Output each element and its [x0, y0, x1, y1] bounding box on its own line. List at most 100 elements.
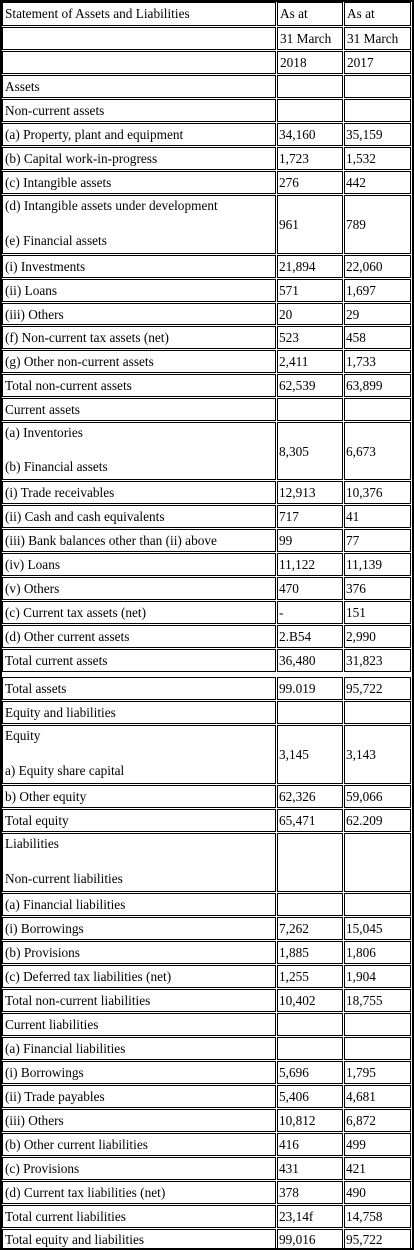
value-2017: 41	[346, 509, 360, 524]
header-2017-cell	[344, 27, 411, 50]
statement-title: Statement of Assets and Liabilities	[5, 6, 190, 21]
column-2018-header: As at	[280, 6, 308, 21]
value-2017: 2,990	[346, 629, 376, 644]
row-label: (d) Current tax liabilities (net)	[5, 1185, 166, 1200]
row-2017-cell	[344, 326, 411, 349]
header-label-cell	[2, 51, 276, 74]
row-label: (c) Current tax assets (net)	[5, 605, 147, 620]
header-2017-cell	[344, 51, 411, 74]
row-2017-cell	[344, 1109, 411, 1132]
value-2017: 31,823	[346, 653, 383, 668]
row-2018-cell	[277, 677, 343, 700]
row-2018-cell	[277, 255, 343, 278]
value-2018: 99.019	[279, 681, 316, 696]
row-label: Equity and liabilities	[5, 705, 116, 720]
table-border-right	[412, 0, 414, 1250]
row-2017-cell	[344, 577, 411, 600]
row-2018-cell	[277, 1037, 343, 1060]
value-2018: 7,262	[279, 921, 309, 936]
value-2017: 1,532	[346, 151, 376, 166]
row-label: (c) Provisions	[5, 1161, 80, 1176]
row-2017-cell	[344, 1085, 411, 1108]
value-2018: 416	[279, 1137, 299, 1152]
row-2018-cell	[277, 374, 343, 397]
value-2017: 35,159	[346, 127, 383, 142]
value-2017: 4,681	[346, 1089, 376, 1104]
value-2017: 1,904	[346, 969, 376, 984]
row-label-cell	[2, 1109, 276, 1132]
row-label: (b) Other current liabilities	[5, 1137, 148, 1152]
row-2017-cell	[344, 505, 411, 528]
row-label: (b) Provisions	[5, 945, 80, 960]
row-label: (d) Intangible assets under development	[5, 198, 218, 213]
row-2018-cell	[277, 1133, 343, 1156]
row-label-cell	[2, 1157, 276, 1180]
row-label-cell	[2, 171, 276, 194]
value-2018: 62,539	[279, 378, 316, 393]
row-2018-cell	[277, 701, 343, 724]
value-2018: -	[279, 605, 284, 620]
row-2018-cell	[277, 505, 343, 528]
row-label: (iii) Bank balances other than (ii) abov…	[5, 533, 217, 548]
row-2017-cell	[344, 965, 411, 988]
value-2018: 378	[279, 1185, 299, 1200]
value-2018: 276	[279, 175, 299, 190]
row-2018-cell	[277, 941, 343, 964]
row-2017-cell	[344, 1181, 411, 1204]
row-label: (a) Property, plant and equipment	[5, 127, 184, 142]
row-2018-cell	[277, 1013, 343, 1036]
value-2017: 6,673	[346, 444, 376, 459]
row-2018-cell	[277, 577, 343, 600]
row-2018-cell	[277, 917, 343, 940]
column-2017-header: 31 March	[347, 31, 399, 46]
row-2017-cell	[344, 1037, 411, 1060]
row-2017-cell	[344, 725, 411, 784]
value-2018: 571	[279, 283, 299, 298]
row-2017-cell	[344, 1013, 411, 1036]
row-label: (c) Intangible assets	[5, 175, 112, 190]
value-2018: 717	[279, 509, 299, 524]
row-label-cell	[2, 701, 276, 724]
row-2017-cell	[344, 1157, 411, 1180]
row-2017-cell	[344, 809, 411, 832]
row-2018-cell	[277, 965, 343, 988]
row-2017-cell	[344, 893, 411, 916]
row-2018-cell	[277, 989, 343, 1012]
row-2018-cell	[277, 123, 343, 146]
row-label: Total non-current liabilities	[5, 993, 151, 1008]
row-label: (a) Inventories	[5, 425, 83, 440]
value-2018: 62,326	[279, 789, 316, 804]
value-2018: 65,471	[279, 813, 316, 828]
value-2018: 961	[279, 217, 299, 232]
row-label-cell	[2, 99, 276, 122]
value-2018: 99	[279, 533, 293, 548]
column-2018-header: 31 March	[280, 31, 332, 46]
value-2017: 1,733	[346, 354, 376, 369]
row-2017-cell	[344, 75, 411, 98]
row-2018-cell	[277, 398, 343, 421]
row-label-cell	[2, 941, 276, 964]
row-2017-cell	[344, 625, 411, 648]
row-label-cell	[2, 649, 276, 672]
row-label-cell	[2, 422, 276, 480]
row-label: Current liabilities	[5, 1017, 99, 1032]
value-2018: 8,305	[279, 444, 309, 459]
value-2018: 99,016	[279, 1232, 316, 1247]
row-label: (b) Capital work-in-progress	[5, 151, 158, 166]
row-label: Total equity and liabilities	[5, 1232, 145, 1247]
row-2018-cell	[277, 893, 343, 916]
row-label: (iii) Others	[5, 307, 64, 322]
value-2017: 15,045	[346, 921, 383, 936]
value-2017: 1,795	[346, 1065, 376, 1080]
row-label-cell	[2, 917, 276, 940]
row-label: (ii) Loans	[5, 283, 58, 298]
row-2017-cell	[344, 147, 411, 170]
value-2018: 21,894	[279, 259, 316, 274]
row-2018-cell	[277, 75, 343, 98]
value-2018: 36,480	[279, 653, 316, 668]
value-2017: 14,758	[346, 1209, 383, 1224]
row-2017-cell	[344, 1205, 411, 1228]
row-2018-cell	[277, 601, 343, 624]
row-2017-cell	[344, 1061, 411, 1084]
row-2017-cell	[344, 941, 411, 964]
